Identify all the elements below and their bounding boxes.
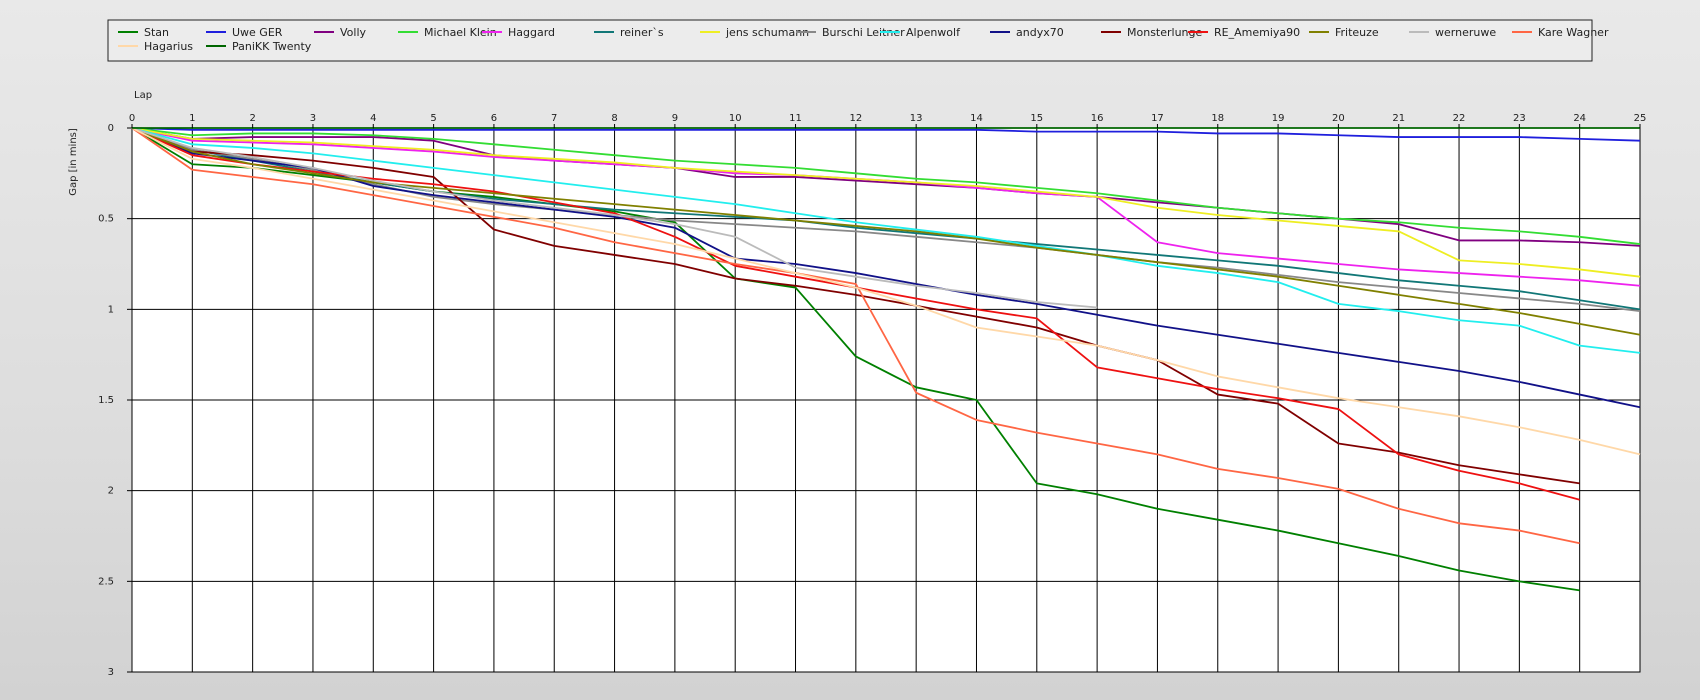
y-tick-label: 1 [108, 304, 114, 315]
legend-entry-label: Uwe GER [232, 26, 283, 39]
x-tick-label: 24 [1573, 113, 1586, 124]
x-tick-label: 17 [1151, 113, 1164, 124]
x-tick-label: 25 [1634, 113, 1647, 124]
legend-entry-label: Burschi Leitner [822, 26, 905, 39]
series-lines [131, 127, 1641, 592]
legend-entry-label: Monsterlunge [1127, 26, 1203, 39]
x-tick-label: 15 [1030, 113, 1043, 124]
x-tick-label: 0 [129, 113, 135, 124]
legend-entry-label: Haggard [508, 26, 555, 39]
x-tick-label: 7 [551, 113, 557, 124]
legend-entry-label: werneruwe [1435, 26, 1496, 39]
x-tick-label: 6 [491, 113, 497, 124]
series-line-7 [131, 127, 1641, 278]
x-axis-ticks: 0 1 2 3 4 5 6 7 8 9 10 11 12 13 14 15 16 17 18 19 20 21 22 23 24… [129, 113, 1647, 128]
series-line-2 [131, 127, 1641, 142]
x-tick-label: 14 [970, 113, 983, 124]
series-line-9 [131, 127, 1641, 354]
x-tick-label: 13 [910, 113, 923, 124]
x-tick-label: 8 [611, 113, 617, 124]
x-tick-label: 3 [310, 113, 316, 124]
legend-entry-label: Alpenwolf [906, 26, 961, 39]
x-tick-label: 10 [729, 113, 742, 124]
x-tick-label: 5 [430, 113, 436, 124]
y-tick-label: 2.5 [98, 576, 114, 587]
x-tick-label: 19 [1272, 113, 1285, 124]
x-tick-label: 12 [849, 113, 862, 124]
legend-entry-label: Volly [340, 26, 367, 39]
y-tick-label: 2 [108, 486, 114, 497]
series-line-10 [131, 127, 1641, 409]
legend-entry-label: Michael Klein [424, 26, 497, 39]
x-tick-label: 9 [672, 113, 678, 124]
x-tick-label: 22 [1453, 113, 1466, 124]
y-tick-label: 1.5 [98, 395, 114, 406]
x-tick-label: 20 [1332, 113, 1345, 124]
x-tick-label: 21 [1392, 113, 1405, 124]
legend-entry-label: Hagarius [144, 40, 193, 53]
x-tick-label: 16 [1091, 113, 1104, 124]
legend-entry-label: RE_Amemiya90 [1214, 26, 1300, 39]
legend-entry-label: PaniKK Twenty [232, 40, 312, 53]
legend-entry-label: reiner`s [620, 26, 664, 39]
legend-entry-label: Friteuze [1335, 26, 1379, 39]
x-tick-label: 2 [249, 113, 255, 124]
series-line-15 [131, 127, 1580, 545]
y-tick-label: 0.5 [98, 214, 114, 225]
series-line-16 [131, 127, 1641, 456]
y-tick-label: 0 [108, 123, 114, 134]
y-axis-title: Gap [in mins] [68, 128, 79, 196]
series-line-3 [131, 127, 1641, 247]
series-line-8 [131, 127, 1641, 313]
y-axis-ticks: 0 0.5 1 1.5 2 2.5 3 [98, 123, 132, 678]
legend-entry-label: andyx70 [1016, 26, 1064, 39]
x-tick-label: 23 [1513, 113, 1526, 124]
legend-entry-label: Kare Wagner [1538, 26, 1609, 39]
x-tick-label: 18 [1211, 113, 1224, 124]
x-tick-label: 11 [789, 113, 802, 124]
x-tick-label: 4 [370, 113, 376, 124]
x-axis-title: Lap [134, 90, 152, 101]
series-line-11 [131, 127, 1580, 485]
y-tick-label: 3 [108, 667, 114, 678]
series-line-4 [131, 127, 1641, 245]
legend-box [107, 19, 1593, 62]
legend-entry-label: jens schumann [725, 26, 809, 39]
legend-entry-label: Stan [144, 26, 169, 39]
legend: Stan Uwe GER Volly Michael Klein Haggard rein… [107, 19, 1609, 62]
series-line-14 [131, 127, 1098, 309]
x-tick-label: 1 [189, 113, 195, 124]
